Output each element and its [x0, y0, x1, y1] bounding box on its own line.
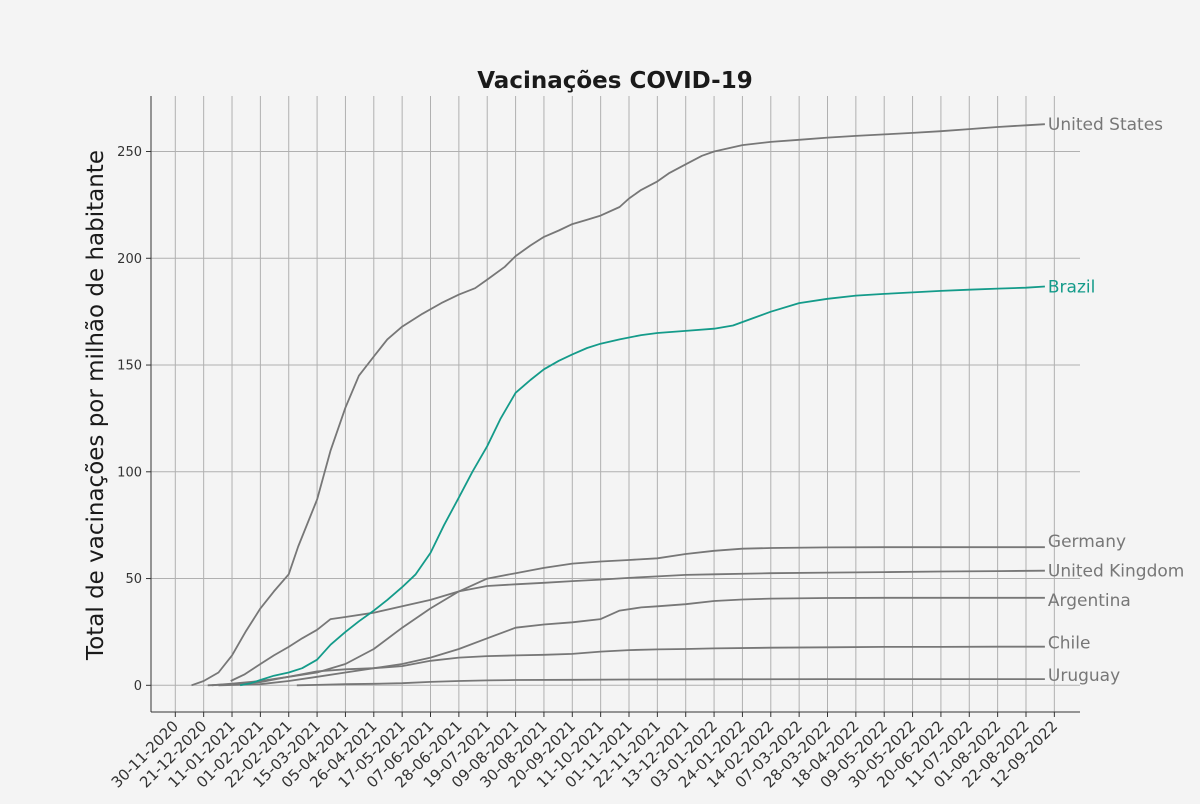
- chart-title: Vacinações COVID-19: [477, 68, 752, 94]
- series-label-argentina: Argentina: [1048, 591, 1131, 611]
- series-line-germany: [211, 546, 1045, 687]
- x-ticks: 30-11-202021-12-202011-01-202101-02-2021…: [108, 712, 1061, 791]
- grid: [151, 96, 1080, 712]
- series-labels: United States Germany United Kingdom Argent…: [1048, 115, 1184, 686]
- y-tick-label: 100: [117, 465, 142, 480]
- series-label-united-kingdom: United Kingdom: [1048, 562, 1184, 582]
- series-label-united-states: United States: [1048, 115, 1163, 135]
- y-tick-label: 50: [125, 572, 142, 587]
- y-ticks: 0 50 100 150 200 250: [117, 145, 151, 694]
- series-line-uruguay: [296, 678, 1045, 687]
- series-line-united-kingdom: [230, 569, 1045, 682]
- y-tick-label: 150: [117, 359, 142, 374]
- y-axis-label: Total de vacinações por milhão de habita…: [83, 150, 109, 661]
- series-label-chile: Chile: [1048, 634, 1091, 654]
- y-tick-label: 250: [117, 145, 142, 160]
- axes: [150, 96, 1080, 713]
- series-line-united-states: [191, 123, 1045, 687]
- series-line-argentina: [218, 596, 1045, 687]
- y-tick-label: 0: [134, 679, 142, 694]
- y-tick-label: 200: [117, 252, 142, 267]
- series-label-uruguay: Uruguay: [1048, 666, 1120, 686]
- series-lines: [191, 123, 1045, 687]
- series-label-germany: Germany: [1048, 532, 1126, 552]
- series-line-chile: [207, 645, 1045, 687]
- series-label-brazil: Brazil: [1048, 277, 1095, 297]
- series-line-brazil: [239, 285, 1045, 687]
